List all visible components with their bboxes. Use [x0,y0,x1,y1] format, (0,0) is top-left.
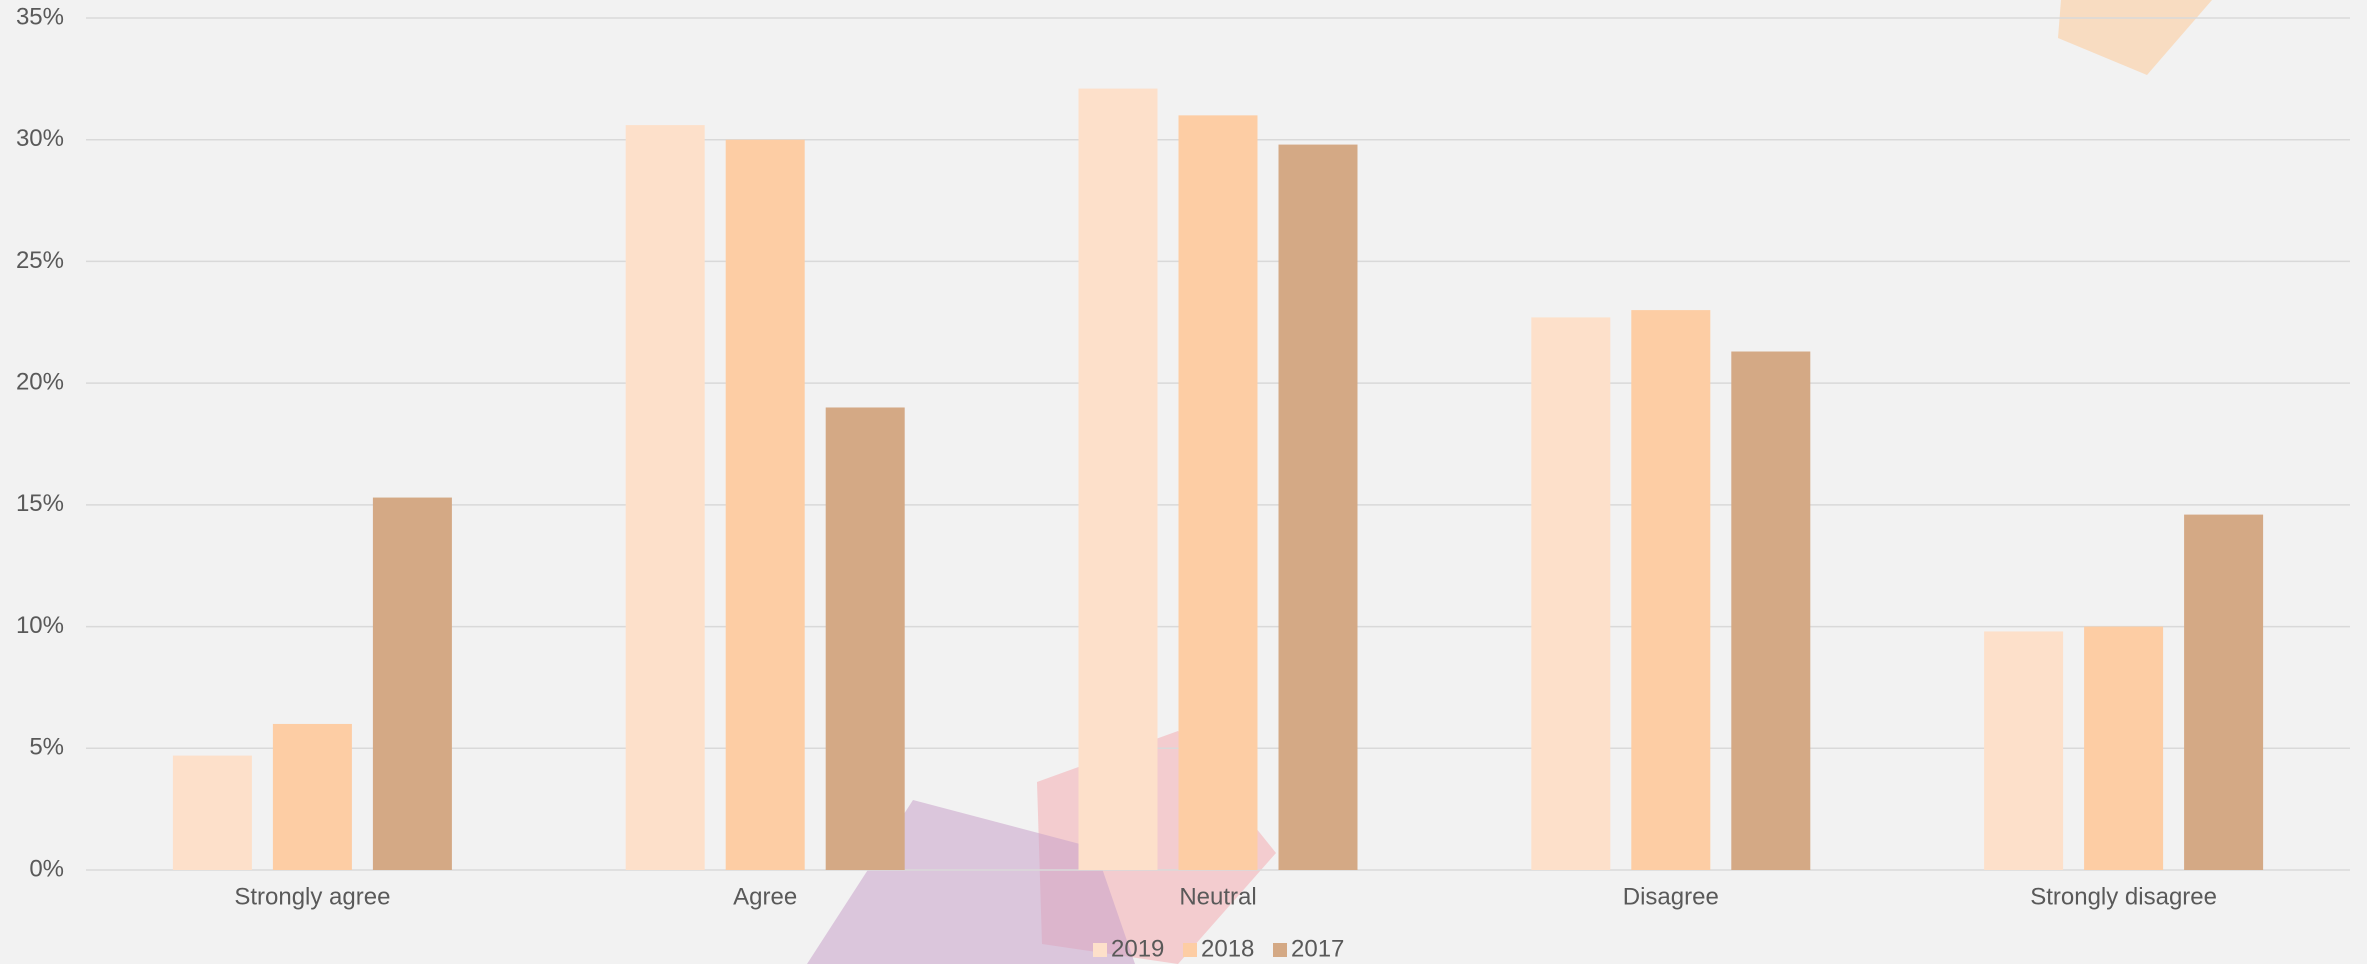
y-tick-label: 5% [29,734,64,761]
bar [1278,144,1358,870]
y-tick-label: 20% [16,368,64,395]
x-tick-label: Strongly agree [234,883,390,910]
y-tick-label: 30% [16,125,64,152]
bar [725,139,805,870]
y-tick-label: 35% [16,3,64,30]
bar [372,497,452,870]
bar [2084,626,2164,870]
x-tick-label: Disagree [1623,883,1719,910]
bar [1531,317,1611,871]
y-tick-label: 15% [16,490,64,517]
bar [825,407,905,870]
legend-label: 2019 [1111,935,1164,962]
bar [1178,115,1258,870]
bar [172,755,252,870]
legend-label: 2018 [1201,935,1254,962]
deco-shape [2058,0,2212,75]
bar [2184,514,2264,870]
bar [1731,351,1811,870]
legend-swatch [1273,943,1287,957]
x-tick-label: Agree [733,883,797,910]
bar [1078,88,1158,870]
legend-swatch [1183,943,1197,957]
y-tick-label: 25% [16,247,64,274]
legend-label: 2017 [1291,935,1344,962]
y-tick-label: 10% [16,612,64,639]
bar [1984,631,2064,870]
legend-swatch [1093,943,1107,957]
bar [272,723,352,870]
y-tick-label: 0% [29,855,64,882]
x-tick-label: Neutral [1179,883,1256,910]
x-tick-label: Strongly disagree [2030,883,2217,910]
bar [1631,310,1711,871]
bar [625,125,705,870]
